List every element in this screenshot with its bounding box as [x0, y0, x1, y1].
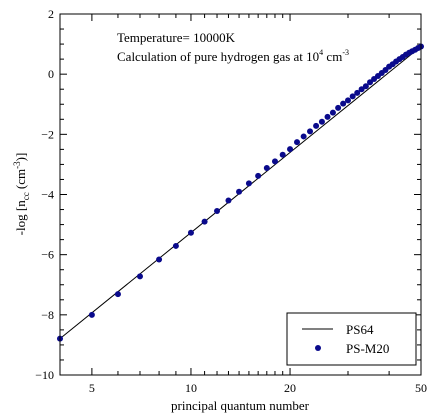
data-point	[329, 109, 336, 116]
data-point	[340, 100, 347, 107]
y-tick-label: −2	[41, 127, 54, 141]
data-point	[136, 273, 143, 280]
y-axis-label-sub: cc	[21, 192, 31, 200]
data-point	[335, 104, 342, 111]
legend-box	[286, 312, 417, 366]
legend-label-ps-m20: PS-M20	[346, 341, 389, 356]
data-point	[294, 139, 301, 146]
y-tick-label: 2	[48, 7, 54, 21]
annotation-calculation-sup2: -3	[342, 48, 349, 57]
y-axis-label-main: -log [n	[13, 200, 28, 236]
data-point	[313, 122, 320, 129]
data-point	[367, 79, 374, 86]
x-tick-label: 5	[89, 381, 95, 395]
data-point	[344, 97, 351, 104]
annotation-calculation-unit: cm	[323, 49, 342, 64]
data-point	[263, 165, 270, 172]
data-point	[300, 133, 307, 140]
data-point	[362, 83, 369, 90]
data-point	[279, 151, 286, 158]
data-point	[201, 218, 208, 225]
x-tick-label: 50	[415, 381, 427, 395]
legend: PS64 PS-M20	[286, 312, 417, 366]
data-point	[354, 89, 361, 96]
data-point	[245, 180, 252, 187]
data-point	[156, 256, 163, 263]
data-point	[225, 197, 232, 204]
data-point	[255, 172, 262, 179]
y-tick-label: −10	[35, 368, 54, 382]
series-ps-m20	[57, 43, 424, 342]
y-axis-label-end: )]	[13, 153, 28, 162]
legend-label-ps64: PS64	[346, 322, 374, 337]
annotation-calculation-text: Calculation of pure hydrogen gas at 10	[117, 49, 319, 64]
y-axis-label: -log [ncc (cm-3)]	[12, 153, 31, 236]
data-point	[349, 93, 356, 100]
data-point	[271, 158, 278, 165]
y-tick-label: −6	[41, 248, 54, 262]
x-axis-label: principal quantum number	[171, 398, 310, 413]
data-point	[307, 128, 314, 135]
legend-marker-swatch	[315, 345, 321, 351]
x-tick-label: 20	[284, 381, 296, 395]
axis-ticks	[59, 13, 422, 376]
y-tick-label: −4	[41, 188, 54, 202]
data-point	[287, 146, 294, 153]
annotation-calculation: Calculation of pure hydrogen gas at 104 …	[117, 48, 349, 64]
y-tick-label: 0	[48, 67, 54, 81]
data-point	[358, 86, 365, 93]
y-axis-label-unit: (cm	[13, 169, 28, 192]
annotation-calculation-sup: 4	[319, 48, 323, 57]
plot-frame	[59, 13, 422, 376]
annotation-temperature: Temperature= 10000K	[117, 30, 236, 45]
data-point	[324, 113, 331, 120]
data-point	[318, 118, 325, 125]
data-point	[214, 208, 221, 215]
data-point	[187, 229, 194, 236]
data-point	[88, 311, 95, 318]
data-point	[236, 188, 243, 195]
y-tick-label: −8	[41, 308, 54, 322]
tick-labels: 5 10 20 50 −10 −8 −6 −4 −2 0 2	[35, 7, 427, 395]
data-point	[114, 291, 121, 298]
y-axis-label-sup: -3	[12, 161, 22, 169]
x-tick-label: 10	[185, 381, 197, 395]
data-point	[172, 242, 179, 249]
